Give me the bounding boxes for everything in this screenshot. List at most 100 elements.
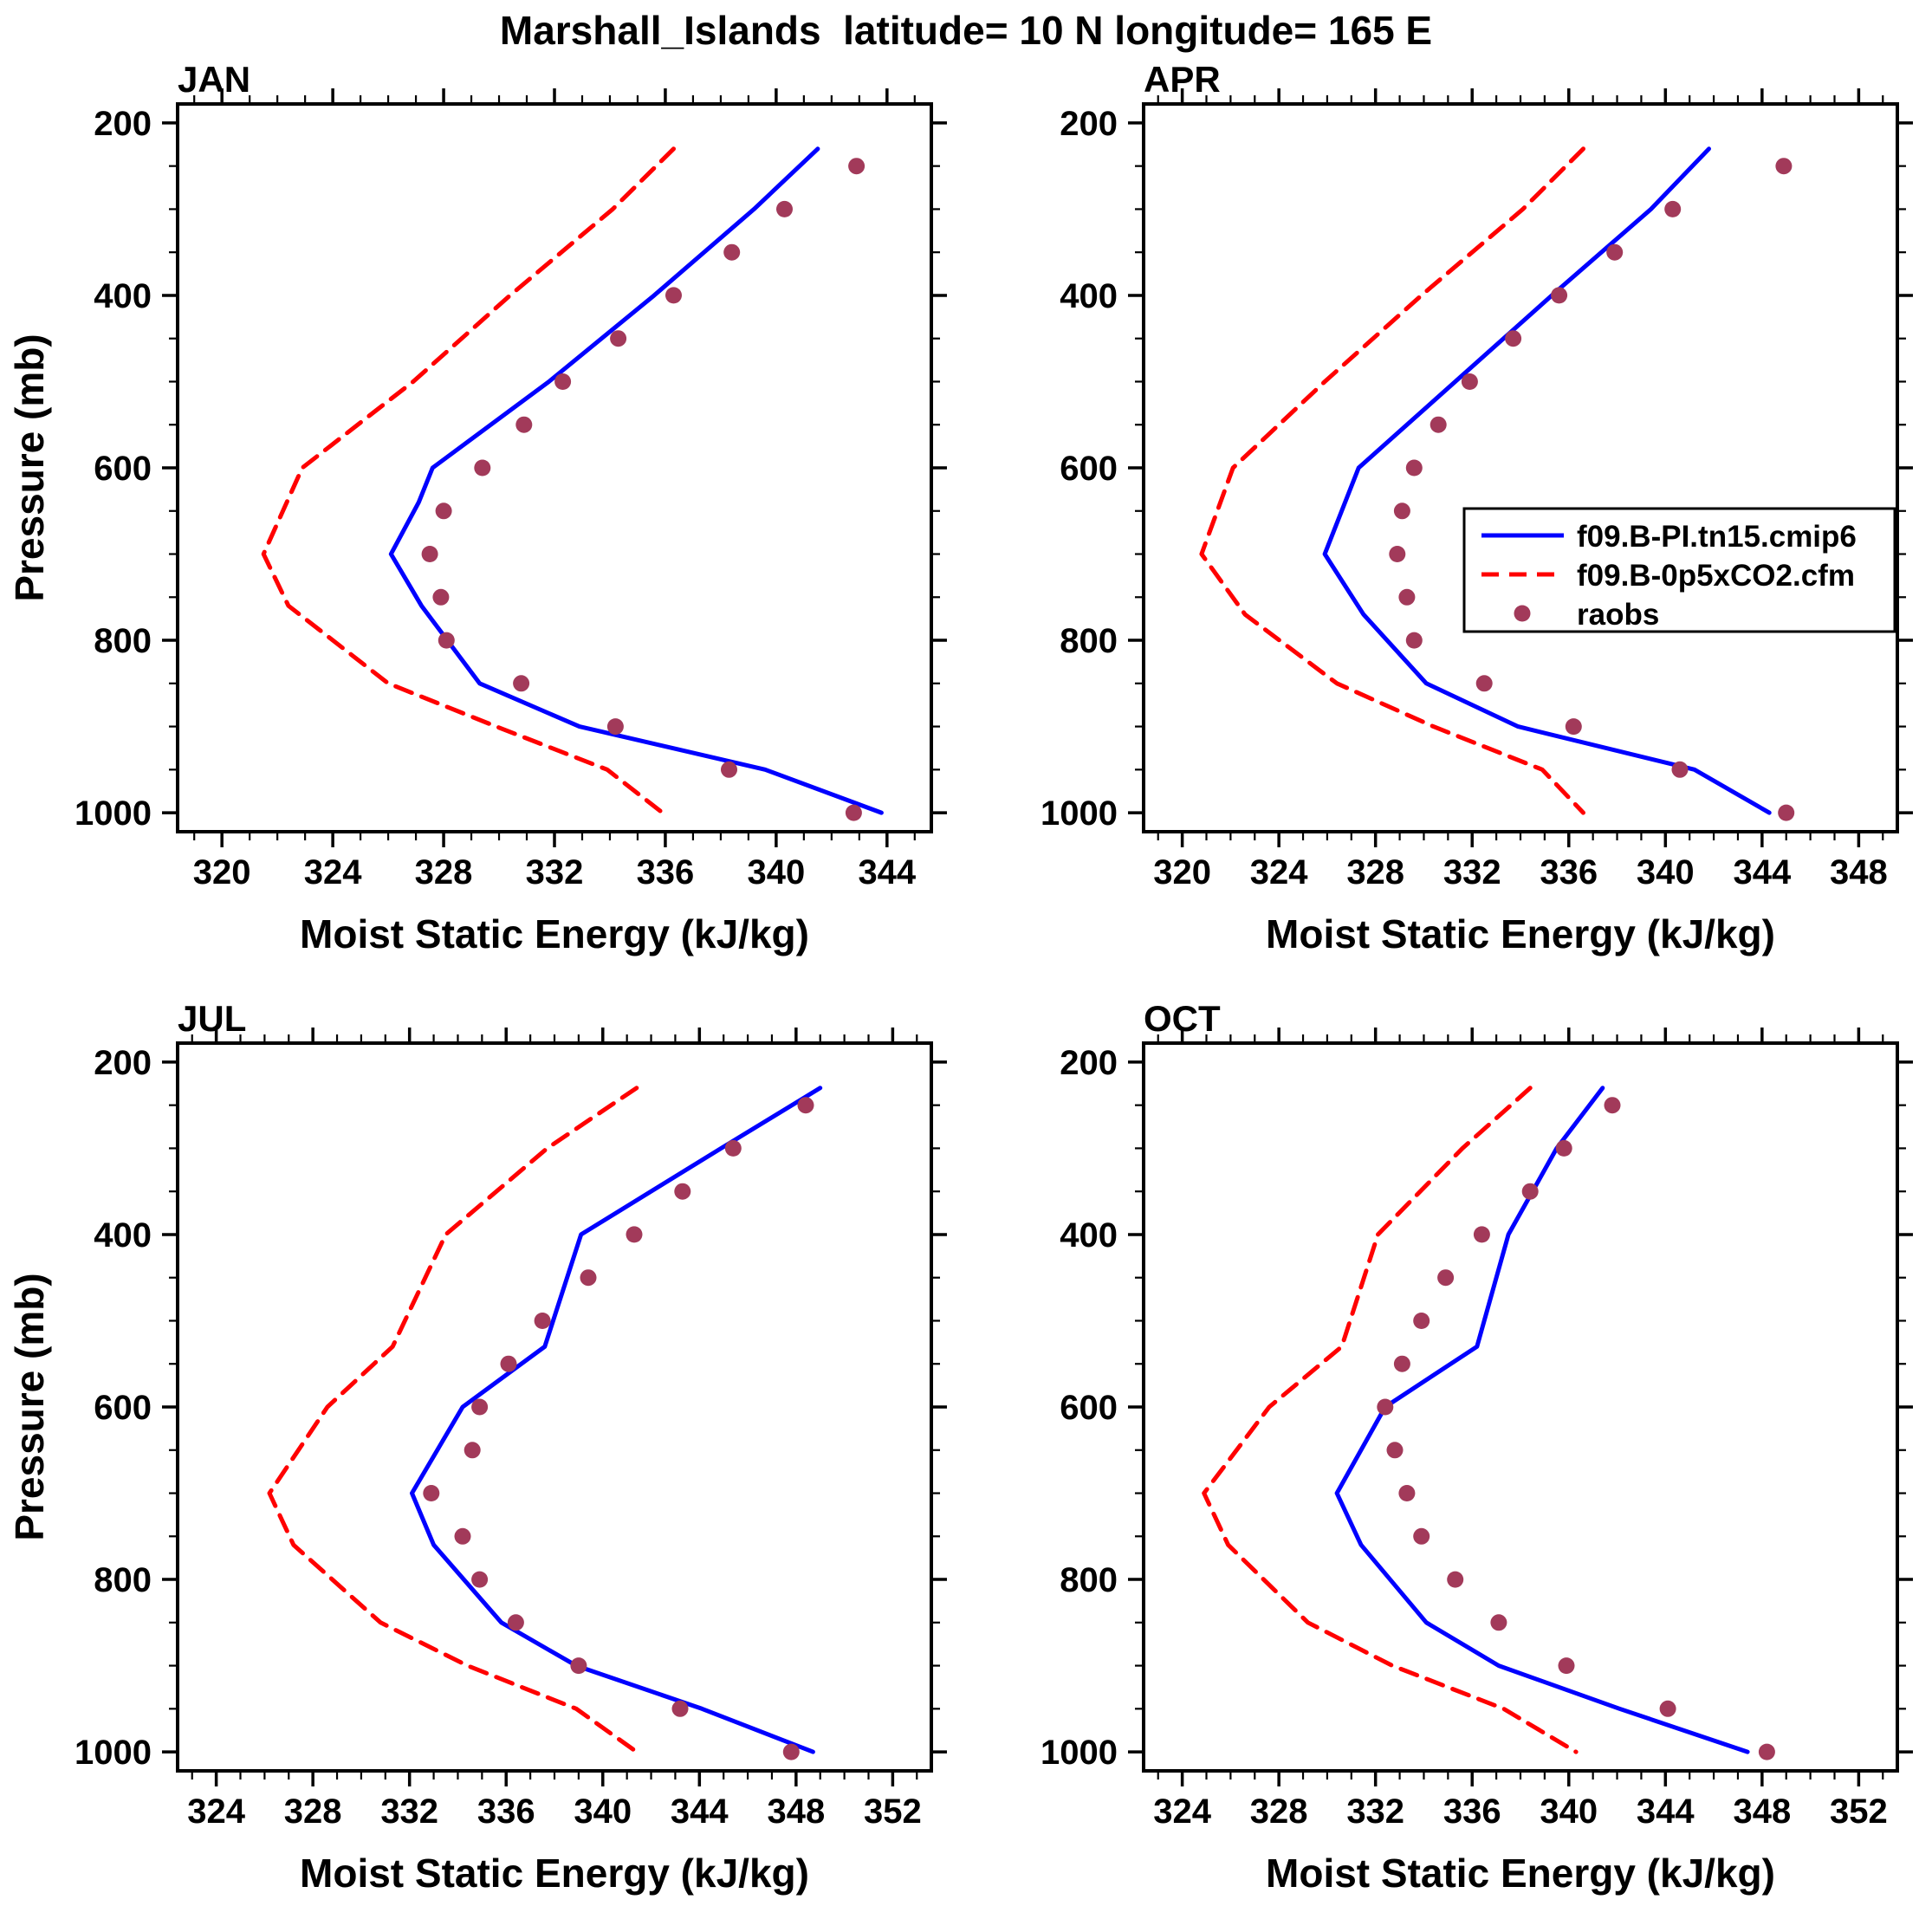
axes-oct [1128, 1028, 1913, 1786]
x-tick-label: 340 [1540, 1793, 1598, 1831]
raobs-dot [1565, 718, 1582, 736]
raobs-dot [1490, 1614, 1507, 1631]
series-line-apr-co2 [1199, 146, 1585, 815]
axes-jan [162, 88, 947, 847]
raobs-dot [1386, 1442, 1404, 1459]
raobs-dot [507, 1614, 524, 1631]
legend-label-2: raobs [1577, 598, 1659, 632]
y-tick-label: 800 [1060, 1561, 1118, 1599]
y-tick-label: 600 [94, 1389, 152, 1427]
panels-grid: 320 324 328 332 336 340 344 200 400 600 800 1000 JAN… [0, 54, 1932, 1932]
y-tick-label: 800 [1060, 622, 1118, 660]
y-tick-label: 1000 [1041, 794, 1118, 833]
raobs-dot [513, 675, 530, 692]
raobs-dot [1558, 1657, 1575, 1675]
legend-sample-raobs-dot [1514, 605, 1531, 622]
raobs-dot [1671, 761, 1689, 778]
raobs-dot [671, 1700, 689, 1717]
series-line-apr-model [1322, 146, 1772, 815]
x-tick-label: 328 [415, 853, 473, 891]
x-tick-label: 328 [1250, 1793, 1308, 1831]
plot-frame-oct [1142, 1041, 1899, 1773]
x-tick-label: 324 [187, 1793, 245, 1831]
x-tick-label: 348 [1830, 853, 1888, 891]
y-tick-label: 800 [94, 1561, 152, 1599]
x-tick-label: 336 [1540, 853, 1598, 891]
x-tick-label: 320 [1153, 853, 1211, 891]
series-line-jan-model [388, 146, 884, 815]
x-tick-label: 324 [1250, 853, 1308, 891]
raobs-dot [580, 1269, 597, 1287]
raobs-dot [1475, 675, 1493, 692]
raobs-dot [626, 1226, 643, 1243]
raobs-dot [423, 1485, 440, 1501]
page-title: Marshall_Islands latitude= 10 N longitud… [499, 8, 1433, 53]
raobs-dot [500, 1355, 517, 1372]
raobs-dot [1393, 1355, 1410, 1372]
y-tick-label: 400 [1060, 277, 1118, 315]
x-tick-label: 328 [1346, 853, 1404, 891]
x-tick-label: 324 [304, 853, 362, 891]
raobs-dot [1555, 1139, 1572, 1157]
raobs-dot [534, 1313, 551, 1329]
raobs-dot [464, 1442, 481, 1459]
raobs-dot [1664, 200, 1682, 217]
labels-jul: 324 328 332 336 340 344 348 352 200 400 600 800 1000… [7, 998, 922, 1896]
x-tick-label: 332 [380, 1793, 438, 1831]
panel-apr-chart: 320 324 328 332 336 340 344 348 200 400 600 800 1000… [1041, 59, 1913, 956]
panel-title-jan: JAN [178, 59, 250, 100]
x-tick-label: 336 [477, 1793, 535, 1831]
raobs-dot [1461, 373, 1478, 390]
y-tick-label: 1000 [1041, 1734, 1118, 1772]
raobs-dot [1377, 1398, 1394, 1416]
y-axis-label-jul: Pressure (mb) [7, 1273, 52, 1540]
y-tick-label: 200 [94, 105, 152, 143]
x-tick-label: 348 [1733, 1793, 1791, 1831]
raobs-dot [724, 1139, 742, 1157]
raobs-dot [776, 200, 793, 217]
x-tick-label: 336 [637, 853, 695, 891]
y-tick-label: 600 [94, 450, 152, 488]
y-tick-label: 400 [1060, 1216, 1118, 1255]
raobs-dot [610, 330, 627, 347]
axes-apr [1128, 88, 1913, 847]
raobs-dot [1604, 1097, 1621, 1114]
raobs-dot [1413, 1527, 1430, 1545]
series-raobs-jan [421, 158, 866, 821]
raobs-dot [554, 373, 572, 390]
x-tick-label: 320 [193, 853, 251, 891]
y-tick-label: 200 [1060, 105, 1118, 143]
raobs-dot [435, 502, 452, 520]
x-tick-label: 340 [574, 1793, 632, 1831]
x-tick-label: 344 [1637, 1793, 1695, 1831]
y-tick-label: 400 [94, 1216, 152, 1255]
raobs-dot [1758, 1743, 1775, 1760]
panel-title-apr: APR [1144, 59, 1221, 100]
y-axis-label-jan: Pressure (mb) [7, 334, 52, 601]
x-tick-label: 352 [1830, 1793, 1888, 1831]
raobs-dot [1413, 1313, 1430, 1329]
raobs-dot [1551, 287, 1568, 304]
legend: f09.B-PI.tn15.cmip6 f09.B-0p5xCO2.cfm raob… [1462, 507, 1896, 633]
y-tick-label: 400 [94, 277, 152, 315]
panel-title-jul: JUL [178, 998, 246, 1039]
raobs-dot [1430, 416, 1447, 433]
legend-label-1: f09.B-0p5xCO2.cfm [1577, 559, 1855, 593]
raobs-dot [454, 1527, 471, 1545]
raobs-dot [797, 1097, 814, 1114]
x-axis-label-jan: Moist Static Energy (kJ/kg) [300, 911, 809, 956]
x-tick-label: 332 [1443, 853, 1501, 891]
raobs-dot [570, 1657, 587, 1675]
raobs-dot [471, 1398, 489, 1416]
raobs-dot [1389, 546, 1406, 562]
panel-oct-chart: 324 328 332 336 340 344 348 352 200 400 600 800 1000… [1041, 998, 1913, 1896]
raobs-dot [1437, 1269, 1455, 1287]
panel-jan-chart: 320 324 328 332 336 340 344 200 400 600 800 1000 JAN… [7, 59, 947, 956]
raobs-dot [665, 287, 682, 304]
legend-box [1462, 507, 1896, 633]
labels-oct: 324 328 332 336 340 344 348 352 200 400 600 800 1000… [1041, 998, 1888, 1896]
series-raobs-apr [1389, 158, 1795, 821]
raobs-dot [1473, 1226, 1490, 1243]
raobs-dot [1775, 158, 1793, 175]
raobs-dot [421, 546, 438, 562]
